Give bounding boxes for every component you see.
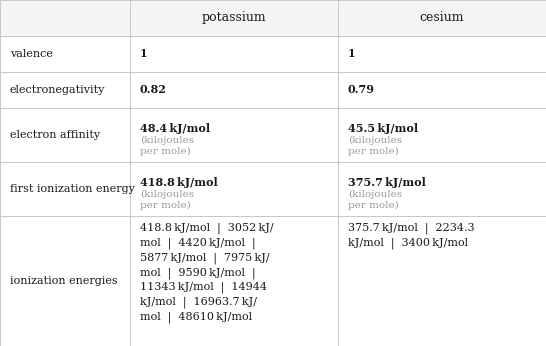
Text: electron affinity: electron affinity [10,130,100,140]
Text: (kilojoules
per mole): (kilojoules per mole) [140,136,194,156]
Bar [338,72,546,108]
Text: potassium: potassium [201,11,266,25]
Text: 0.82: 0.82 [140,84,167,95]
Bar [338,216,546,346]
Bar [0,72,130,108]
Bar [0,36,130,72]
Text: 1: 1 [348,48,355,60]
Text: electronegativity: electronegativity [10,85,105,95]
Text: 45.5 kJ/mol: 45.5 kJ/mol [348,123,418,134]
Text: 375.7 kJ/mol: 375.7 kJ/mol [348,177,426,188]
Text: 418.8 kJ/mol  |  3052 kJ/
mol  |  4420 kJ/mol  |
5877 kJ/mol  |  7975 kJ/
mol  |: 418.8 kJ/mol | 3052 kJ/ mol | 4420 kJ/mo… [140,223,274,323]
Text: 48.4 kJ/mol: 48.4 kJ/mol [140,123,210,134]
Bar [130,72,338,108]
Text: valence: valence [10,49,53,59]
Text: cesium: cesium [420,11,464,25]
Text: first ionization energy: first ionization energy [10,184,135,194]
Bar [0,216,130,346]
Bar [0,0,130,36]
Text: ionization energies: ionization energies [10,276,117,286]
Text: (kilojoules
per mole): (kilojoules per mole) [348,136,402,156]
Bar [130,216,338,346]
Bar [0,108,130,162]
Text: (kilojoules
per mole): (kilojoules per mole) [348,190,402,210]
Text: 1: 1 [140,48,147,60]
Bar [130,108,338,162]
Text: (kilojoules
per mole): (kilojoules per mole) [140,190,194,210]
Bar [338,108,546,162]
Text: 0.79: 0.79 [348,84,375,95]
Bar [338,162,546,216]
Bar [130,0,338,36]
Bar [338,36,546,72]
Text: 375.7 kJ/mol  |  2234.3
kJ/mol  |  3400 kJ/mol: 375.7 kJ/mol | 2234.3 kJ/mol | 3400 kJ/m… [348,223,474,249]
Bar [0,162,130,216]
Bar [130,162,338,216]
Text: 418.8 kJ/mol: 418.8 kJ/mol [140,177,218,188]
Bar [338,0,546,36]
Bar [130,36,338,72]
